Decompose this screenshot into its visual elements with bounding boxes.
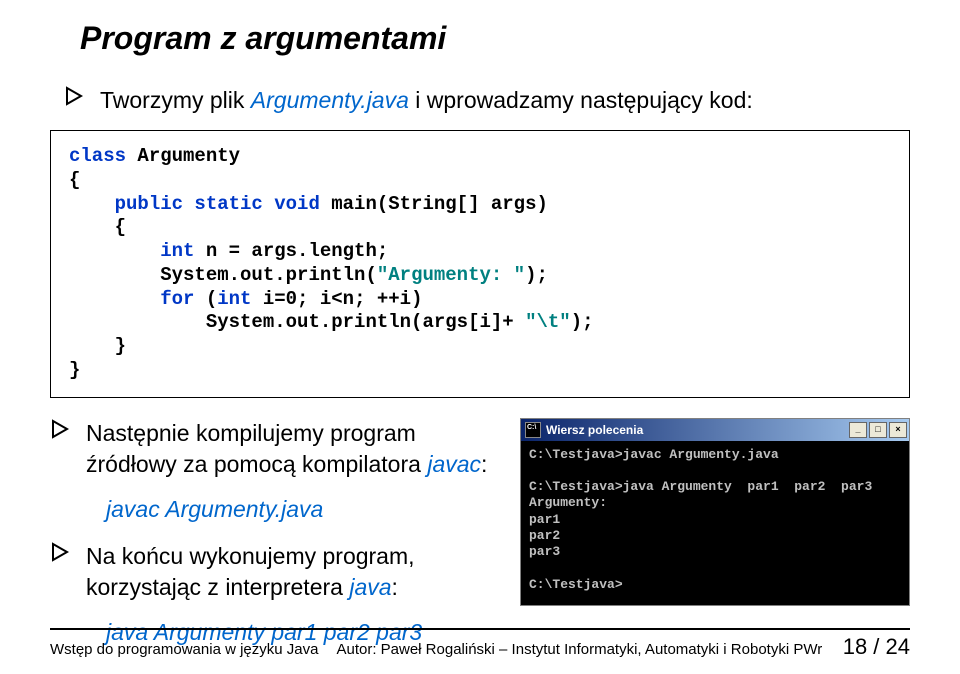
code-brace3: }: [69, 335, 126, 357]
page-number: 18 / 24: [843, 634, 910, 660]
step3-bullet: Na końcu wykonujemy program, korzystając…: [50, 541, 510, 603]
bullet-arrow-icon: [64, 85, 86, 107]
minimize-button[interactable]: _: [849, 422, 867, 438]
code-forcond: i=0; i<n; ++i): [251, 288, 422, 310]
footer-divider: [50, 628, 910, 630]
kw-class: class: [69, 145, 126, 167]
kw-int1: int: [69, 240, 194, 262]
code-str1: "Argumenty: ": [377, 264, 525, 286]
code-brace4: }: [69, 359, 80, 381]
cmd-javac: javac Argumenty.java: [106, 496, 510, 523]
code-brace2: {: [69, 216, 126, 238]
code-paren: (: [194, 288, 217, 310]
step2-prefix: Następnie kompilujemy program źródłowy z…: [86, 420, 427, 477]
code-brace: {: [69, 169, 80, 191]
intro-filename: Argumenty.java: [251, 87, 409, 113]
code-println1c: );: [525, 264, 548, 286]
intro-bullet: Tworzymy plik Argumenty.java i wprowadza…: [64, 85, 910, 116]
intro-suffix: i wprowadzamy następujący kod:: [409, 87, 753, 113]
terminal-window: Wiersz polecenia _ □ × C:\Testjava>javac…: [520, 418, 910, 606]
step3-text: Na końcu wykonujemy program, korzystając…: [86, 541, 510, 603]
terminal-title-text: Wiersz polecenia: [546, 423, 643, 437]
step2-tool: javac: [427, 451, 481, 477]
slide-title: Program z argumentami: [80, 20, 910, 57]
kw-for: for: [69, 288, 194, 310]
terminal-titlebar: Wiersz polecenia _ □ ×: [521, 419, 909, 441]
code-println2a: System.out.println(args[i]+: [69, 311, 525, 333]
step2-bullet: Następnie kompilujemy program źródłowy z…: [50, 418, 510, 480]
code-decl: n = args.length;: [194, 240, 388, 262]
step2-text: Następnie kompilujemy program źródłowy z…: [86, 418, 510, 480]
kw-psv: public static void: [69, 193, 320, 215]
bullet-arrow-icon: [50, 541, 72, 563]
cmd-icon: [525, 422, 541, 438]
code-box: class Argumenty { public static void mai…: [50, 130, 910, 398]
intro-text: Tworzymy plik Argumenty.java i wprowadza…: [100, 85, 753, 116]
maximize-button[interactable]: □: [869, 422, 887, 438]
footer-left: Wstęp do programowania w języku Java: [50, 641, 318, 658]
intro-prefix: Tworzymy plik: [100, 87, 251, 113]
terminal-body: C:\Testjava>javac Argumenty.java C:\Test…: [521, 441, 909, 605]
close-button[interactable]: ×: [889, 422, 907, 438]
code-classname: Argumenty: [126, 145, 240, 167]
code-println2c: );: [571, 311, 594, 333]
bullet-arrow-icon: [50, 418, 72, 440]
code-str2: "\t": [525, 311, 571, 333]
kw-int2: int: [217, 288, 251, 310]
step3-suffix: :: [392, 574, 398, 600]
code-mainsig: main(String[] args): [320, 193, 548, 215]
step2-suffix: :: [481, 451, 487, 477]
footer: Wstęp do programowania w języku Java Aut…: [50, 628, 910, 660]
footer-mid: Autor: Paweł Rogaliński – Instytut Infor…: [336, 641, 822, 658]
code-println1a: System.out.println(: [69, 264, 377, 286]
step3-tool: java: [349, 574, 391, 600]
